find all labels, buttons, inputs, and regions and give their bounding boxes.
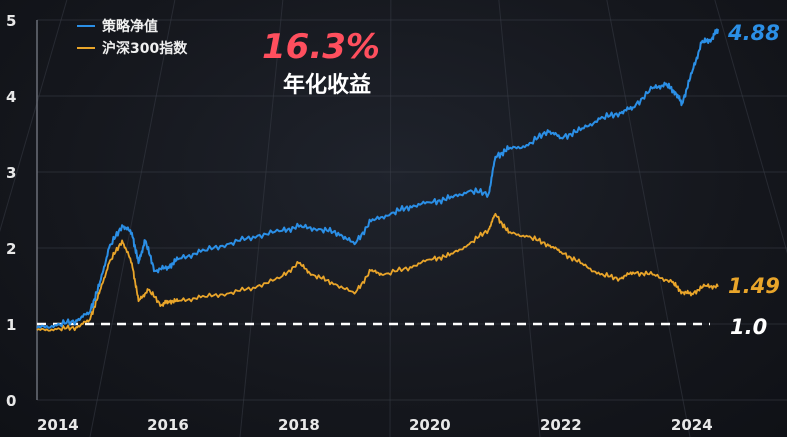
y-tick-label: 1 (6, 316, 16, 334)
annualized-return-caption: 年化收益 (283, 72, 371, 98)
grid-line-vertical (606, 0, 691, 437)
y-tick-labels: 0 1 2 3 4 5 (6, 12, 16, 410)
y-tick-label: 4 (6, 88, 16, 106)
series-line-csi300 (36, 212, 719, 332)
annualized-return-value: 16.3% (262, 27, 380, 67)
legend: 策略净值 沪深300指数 (77, 18, 188, 57)
grid-line-vertical (389, 0, 392, 437)
end-value-label-strategy: 4.88 (727, 21, 780, 45)
grid-line-vertical (89, 0, 176, 437)
x-tick-label: 2020 (409, 416, 451, 434)
series-line-strategy (36, 28, 719, 329)
grid-line-vertical (0, 0, 68, 233)
grid-line-vertical (714, 0, 787, 254)
legend-label-strategy: 策略净值 (101, 18, 158, 35)
y-tick-label: 2 (6, 240, 16, 258)
end-value-label-csi300: 1.49 (728, 274, 780, 298)
y-tick-label: 3 (6, 164, 16, 182)
x-tick-label: 2014 (37, 416, 79, 434)
x-tick-label: 2024 (671, 416, 713, 434)
y-tick-label: 5 (6, 12, 16, 30)
grid-line-vertical (239, 0, 284, 437)
x-tick-label: 2018 (278, 416, 320, 434)
y-tick-label: 0 (6, 392, 16, 410)
x-tick-labels: 2014 2016 2018 2020 2022 2024 (37, 416, 713, 434)
grid-line-vertical (498, 0, 541, 437)
x-tick-label: 2016 (147, 416, 189, 434)
x-tick-label: 2022 (540, 416, 582, 434)
legend-label-csi300: 沪深300指数 (102, 40, 188, 57)
end-value-label-baseline: 1.0 (730, 315, 767, 339)
